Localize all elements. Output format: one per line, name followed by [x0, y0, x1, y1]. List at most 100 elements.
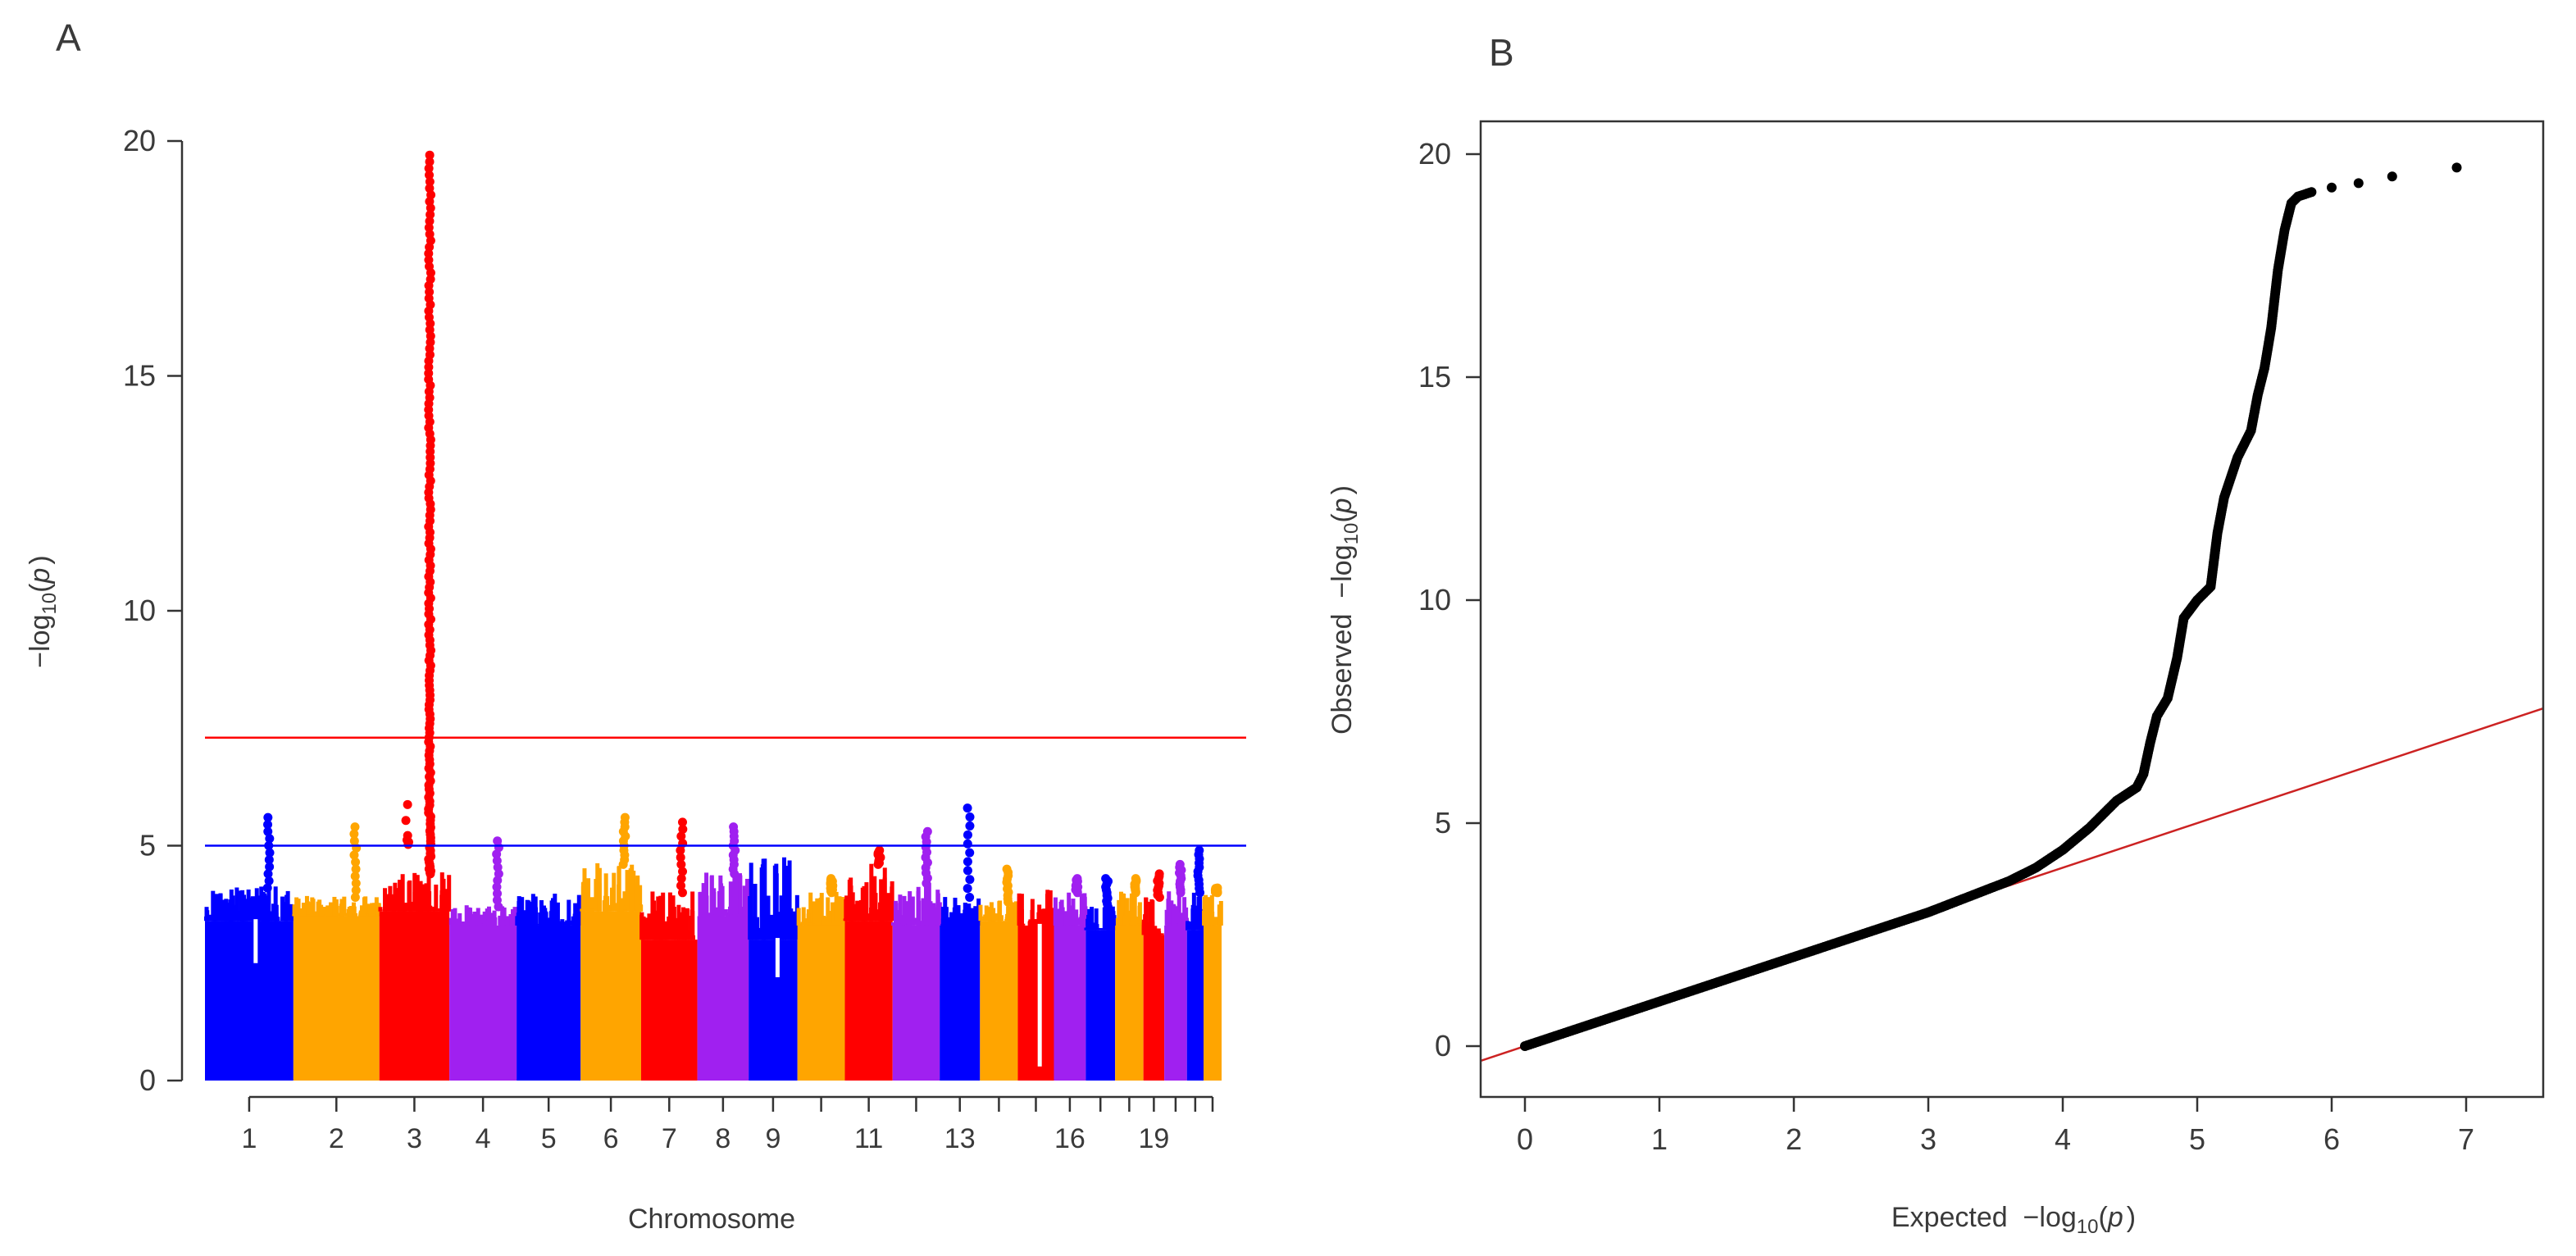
snp-point — [215, 894, 220, 922]
chromosome-10-band — [797, 925, 845, 1081]
snp-point — [502, 907, 507, 926]
snp-point — [516, 912, 521, 926]
peak-point — [826, 874, 836, 884]
snp-point — [567, 899, 571, 926]
snp-point — [329, 902, 334, 917]
snp-point — [472, 911, 477, 926]
snp-point — [789, 908, 794, 940]
peak-point — [350, 893, 360, 903]
snp-point — [1122, 915, 1127, 926]
snp-point — [1129, 922, 1134, 926]
snp-point — [938, 923, 943, 926]
snp-point — [986, 912, 991, 922]
snp-point — [222, 912, 227, 922]
a-ytick-label-3: 15 — [123, 359, 156, 393]
snp-point — [806, 913, 811, 926]
snp-point — [793, 911, 798, 940]
snp-point — [547, 917, 552, 926]
snp-point — [383, 888, 388, 912]
snp-point — [1180, 912, 1185, 926]
peak-point — [620, 812, 630, 822]
snp-point — [949, 912, 953, 926]
chromosome-9-band — [749, 940, 798, 1081]
peak-point — [676, 845, 685, 855]
snp-point — [817, 901, 822, 926]
b-xtick-label-2: 2 — [1786, 1122, 1802, 1156]
snp-point — [535, 923, 540, 926]
snp-point — [661, 892, 666, 940]
chromosome-3-points — [378, 150, 452, 1081]
snp-point — [861, 888, 866, 922]
snp-point — [1074, 918, 1079, 926]
peak-point — [424, 294, 434, 303]
peak-point — [677, 888, 687, 898]
snp-point — [397, 880, 402, 912]
chromosome-14-band — [980, 921, 1018, 1081]
snp-point — [1177, 916, 1182, 926]
chromosome-2-points — [292, 822, 381, 1081]
peak-point — [676, 874, 686, 884]
snp-point — [582, 868, 587, 912]
snp-point — [1074, 909, 1079, 926]
snp-point — [442, 908, 447, 912]
snp-point — [969, 908, 974, 926]
peak-point — [963, 830, 972, 840]
snp-point — [325, 905, 330, 917]
snp-point — [530, 894, 535, 926]
chromosome-13-band — [940, 925, 981, 1081]
snp-point — [358, 912, 363, 917]
snp-point — [900, 916, 905, 926]
snp-point — [667, 892, 672, 940]
peak-point — [965, 812, 975, 822]
snp-point — [623, 909, 628, 912]
peak-point — [965, 848, 975, 858]
chromosome-3-band — [379, 911, 450, 1081]
snp-point — [212, 894, 216, 922]
snp-point — [1176, 891, 1181, 926]
b-ytick-label-3: 15 — [1418, 360, 1451, 394]
snp-point — [1148, 901, 1153, 935]
peak-point — [963, 857, 972, 867]
b-ylabel-open: ( — [1327, 513, 1358, 523]
qq-point — [2327, 182, 2337, 193]
snp-point — [1147, 922, 1152, 935]
snp-point — [485, 922, 490, 926]
snp-point — [754, 920, 759, 940]
snp-point — [619, 900, 624, 912]
snp-point — [246, 889, 251, 922]
b-xtick-label-6: 6 — [2323, 1122, 2340, 1156]
snp-point — [319, 904, 324, 917]
snp-point — [1094, 908, 1099, 931]
snp-point — [1088, 925, 1093, 931]
peak-point — [350, 871, 360, 881]
snp-point — [1040, 908, 1045, 926]
snp-point — [931, 907, 936, 926]
snp-point — [397, 898, 402, 912]
a-x-ticks — [248, 1095, 1214, 1112]
chromosome-5-band — [517, 925, 581, 1081]
qq-panel: B 0 5 10 15 20 0 — [1327, 31, 2545, 1238]
b-y-ticks: 0 5 10 15 20 — [1418, 137, 1481, 1063]
snp-point — [1218, 900, 1223, 926]
snp-point — [713, 907, 718, 917]
peak-point — [676, 831, 686, 841]
snp-point — [538, 912, 543, 926]
peak-point — [424, 255, 434, 265]
snp-point — [394, 909, 399, 912]
a-ytick-label-0: 0 — [139, 1063, 156, 1097]
peak-point — [425, 230, 435, 239]
snp-point — [603, 873, 608, 912]
snp-point — [1084, 927, 1089, 931]
chromosome-17-points — [1084, 874, 1117, 1081]
chromosome-6-band — [580, 911, 641, 1081]
snp-point — [491, 916, 496, 926]
snp-point — [328, 913, 333, 917]
peak-point — [263, 820, 273, 830]
qq-point — [2451, 162, 2462, 173]
snp-point — [654, 925, 659, 940]
snp-point — [1048, 890, 1053, 926]
a-ytick-label-1: 5 — [139, 829, 156, 862]
snp-point — [712, 914, 717, 917]
b-y-axis-label: Observed −log10(p) — [1327, 485, 1363, 735]
